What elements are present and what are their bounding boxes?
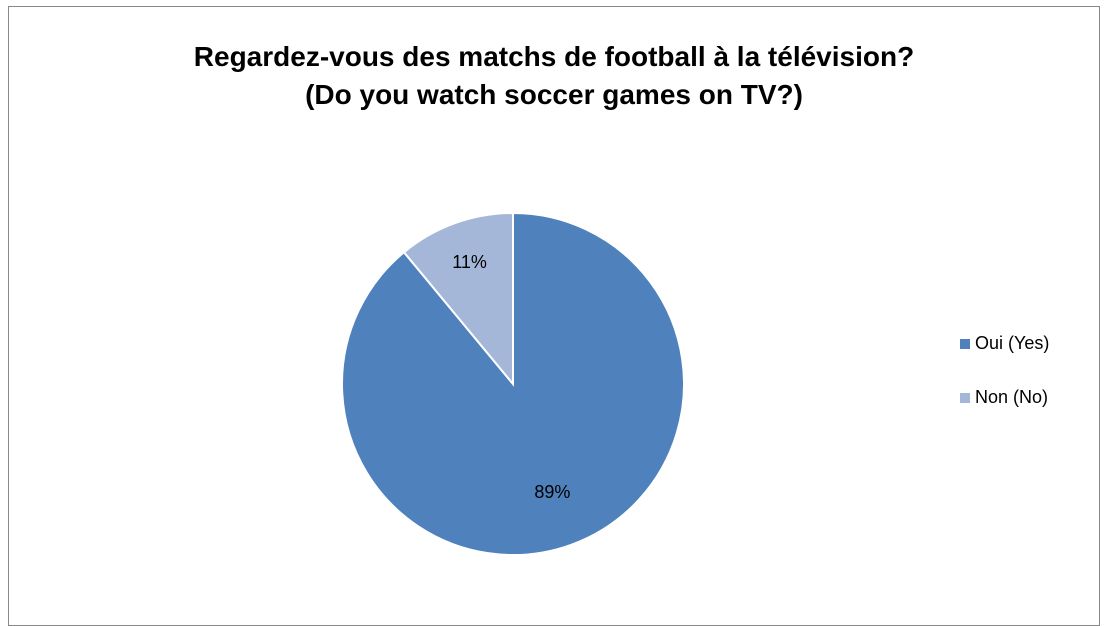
data-label-yes: 89% xyxy=(534,482,570,502)
legend: Oui (Yes) Non (No) xyxy=(960,330,1049,438)
pie-chart: 89% 11% xyxy=(341,211,685,556)
legend-item-no: Non (No) xyxy=(960,384,1049,411)
legend-swatch-no xyxy=(960,392,970,403)
pie-slice-yes xyxy=(341,211,685,556)
legend-swatch-yes xyxy=(960,338,970,349)
chart-title-line-1: Regardez-vous des matchs de football à l… xyxy=(193,41,915,72)
chart-title: Regardez-vous des matchs de football à l… xyxy=(0,38,1108,114)
data-label-no: 11% xyxy=(452,252,487,272)
chart-title-line-2: (Do you watch soccer games on TV?) xyxy=(305,79,803,110)
pie-slice-no xyxy=(402,211,514,387)
legend-item-yes: Oui (Yes) xyxy=(960,330,1049,357)
legend-label-yes: Oui (Yes) xyxy=(975,333,1050,353)
legend-label-no: Non (No) xyxy=(975,387,1049,407)
